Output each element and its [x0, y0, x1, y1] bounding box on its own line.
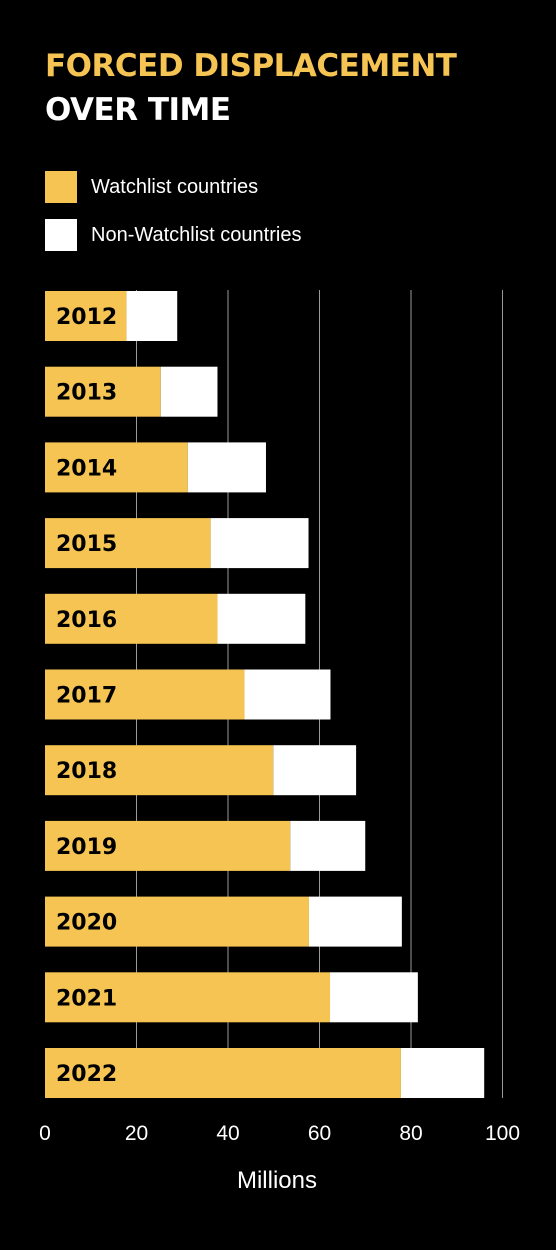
x-tick-label-40: 40 — [216, 1122, 239, 1145]
year-label-2015: 2015 — [56, 532, 117, 557]
year-label-2020: 2020 — [56, 911, 117, 936]
bar-2019-watchlist — [45, 820, 291, 871]
bar-2022-non-watchlist — [400, 1048, 485, 1098]
x-tick-label-0: 0 — [39, 1122, 51, 1145]
bar-2015-non-watchlist — [210, 518, 309, 569]
bar-2019-non-watchlist — [290, 820, 366, 871]
year-label-2018: 2018 — [56, 759, 117, 784]
bar-2012-non-watchlist — [126, 291, 178, 341]
year-label-2013: 2013 — [56, 381, 117, 406]
x-tick-label-100: 100 — [485, 1122, 520, 1145]
bar-2020-non-watchlist — [308, 896, 402, 947]
legend: Watchlist countries Non-Watchlist countr… — [45, 170, 301, 266]
legend-label-non-watchlist: Non-Watchlist countries — [91, 223, 302, 246]
x-tick-label-20: 20 — [125, 1122, 148, 1145]
x-tick-label-80: 80 — [399, 1122, 422, 1145]
x-axis-ticks: 0 20 40 60 80 100 — [39, 1122, 520, 1145]
bar-2018-non-watchlist — [273, 745, 357, 796]
bar-2014-watchlist — [45, 442, 188, 493]
year-label-2014: 2014 — [56, 456, 117, 481]
bar-2021-watchlist — [45, 972, 331, 1023]
legend-swatch-non-watchlist — [45, 219, 77, 251]
title-line-1: FORCED DISPLACEMENT — [45, 48, 457, 84]
bar-2016-watchlist — [45, 593, 218, 644]
bar-2015-watchlist — [45, 518, 211, 569]
bars — [45, 291, 485, 1098]
bar-2022-watchlist — [45, 1048, 401, 1098]
legend-item-non-watchlist: Non-Watchlist countries — [45, 218, 301, 252]
legend-item-watchlist: Watchlist countries — [45, 170, 301, 204]
year-labels: 2012 2013 2014 2015 2016 2017 2018 2019 2020 2021… — [56, 305, 117, 1087]
year-label-2017: 2017 — [56, 684, 117, 709]
year-label-2012: 2012 — [56, 305, 117, 330]
bar-2014-non-watchlist — [187, 442, 266, 493]
bar-2018-watchlist — [45, 745, 274, 796]
bar-2016-non-watchlist — [217, 593, 306, 644]
chart-title: FORCED DISPLACEMENT OVER TIME — [45, 44, 457, 132]
title-line-2: OVER TIME — [45, 92, 231, 128]
x-axis-title: Millions — [237, 1167, 317, 1194]
legend-swatch-watchlist — [45, 171, 77, 203]
year-label-2021: 2021 — [56, 986, 117, 1011]
bar-2013-non-watchlist — [160, 366, 218, 417]
bar-2012-watchlist — [45, 291, 127, 341]
bar-2017-non-watchlist — [244, 669, 331, 720]
x-tick-label-60: 60 — [308, 1122, 331, 1145]
bar-2017-watchlist — [45, 669, 245, 720]
legend-label-watchlist: Watchlist countries — [91, 175, 259, 198]
year-label-2022: 2022 — [56, 1062, 117, 1087]
bar-2021-non-watchlist — [330, 972, 418, 1023]
bar-2020-watchlist — [45, 896, 309, 947]
year-label-2019: 2019 — [56, 835, 117, 860]
bar-2013-watchlist — [45, 366, 161, 417]
year-label-2016: 2016 — [56, 608, 117, 633]
